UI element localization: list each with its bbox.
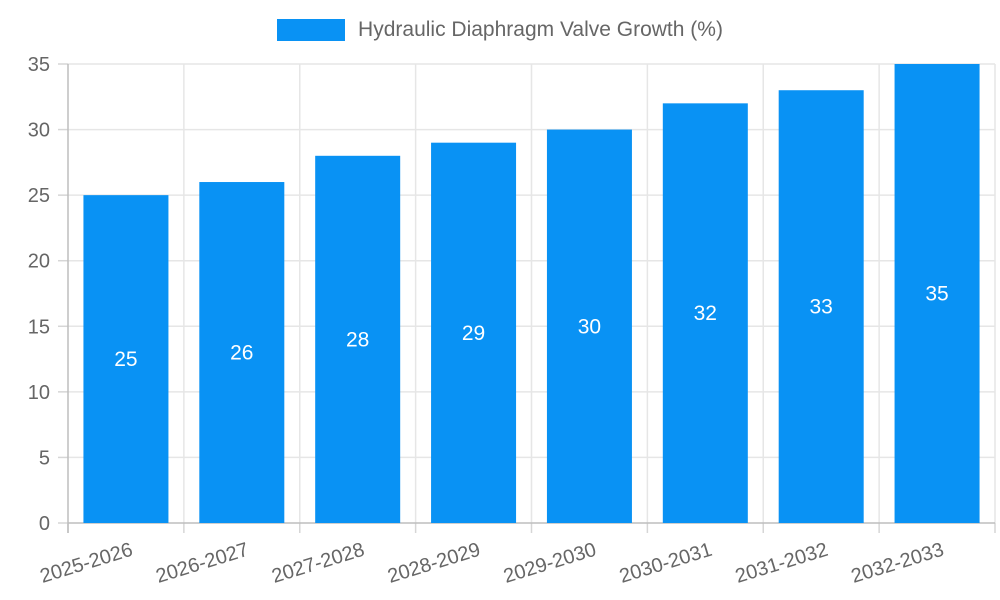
bar[interactable] <box>894 64 980 523</box>
y-axis-tick-label: 30 <box>28 120 50 142</box>
bar-value-label: 29 <box>462 322 485 345</box>
x-axis-tick-label: 2028-2029 <box>385 539 483 588</box>
y-axis-tick-label: 20 <box>28 251 50 273</box>
y-axis-tick-label: 0 <box>39 513 50 535</box>
x-axis-tick-label: 2025-2026 <box>37 539 135 588</box>
y-axis-tick-label: 10 <box>28 382 50 404</box>
bar[interactable] <box>662 103 748 523</box>
legend-item[interactable]: Hydraulic Diaphragm Valve Growth (%) <box>0 18 1000 42</box>
y-axis-tick-label: 25 <box>28 185 50 207</box>
y-axis-tick-label: 15 <box>28 316 50 338</box>
legend-swatch <box>277 19 346 41</box>
bar-value-label: 25 <box>114 348 137 371</box>
bar-value-label: 35 <box>925 283 948 306</box>
y-axis-tick-label: 35 <box>28 54 50 76</box>
bar-value-label: 32 <box>694 302 717 325</box>
bar[interactable] <box>431 142 517 523</box>
bar[interactable] <box>199 182 285 523</box>
x-axis-tick-label: 2032-2033 <box>849 539 947 588</box>
bar-value-label: 26 <box>230 342 253 365</box>
bar[interactable] <box>83 195 169 523</box>
bar-value-label: 33 <box>810 296 833 319</box>
x-axis-tick-label: 2029-2030 <box>501 539 599 588</box>
legend-label: Hydraulic Diaphragm Valve Growth (%) <box>358 18 723 41</box>
bar-value-label: 28 <box>346 328 369 351</box>
x-axis-tick-label: 2027-2028 <box>269 539 367 588</box>
x-axis-tick-label: 2031-2032 <box>733 539 831 588</box>
y-axis-tick-label: 5 <box>39 447 50 469</box>
bar[interactable] <box>778 90 864 523</box>
bar[interactable] <box>546 129 632 524</box>
x-axis-tick-label: 2030-2031 <box>617 539 715 588</box>
bar[interactable] <box>315 155 401 524</box>
x-axis-tick-label: 2026-2027 <box>153 539 251 588</box>
bar-value-label: 30 <box>578 315 601 338</box>
